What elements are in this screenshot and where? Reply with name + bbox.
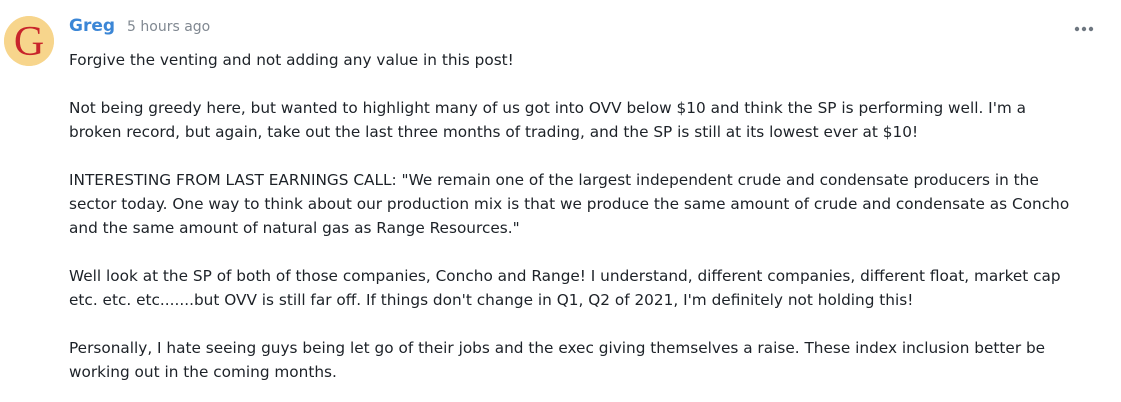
comment-header: Greg 5 hours ago — [69, 16, 210, 42]
comment-paragraph: Not being greedy here, but wanted to hig… — [69, 99, 1027, 141]
comment-paragraph: Well look at the SP of both of those com… — [69, 267, 1061, 309]
comment-paragraph: Personally, I hate seeing guys being let… — [69, 339, 1046, 381]
comment-paragraph: INTERESTING FROM LAST EARNINGS CALL: "We… — [69, 171, 1070, 237]
comment-paragraph: Forgive the venting and not adding any v… — [69, 51, 514, 69]
letter-g-avatar-icon: G — [4, 16, 54, 66]
timestamp: 5 hours ago — [127, 19, 211, 35]
author-name[interactable]: Greg — [69, 16, 116, 36]
avatar[interactable]: G — [4, 16, 54, 66]
svg-text:G: G — [14, 19, 44, 65]
more-horizontal-icon — [1074, 26, 1094, 32]
more-options-button[interactable] — [1068, 18, 1100, 40]
comment-body: Forgive the venting and not adding any v… — [69, 48, 1079, 384]
